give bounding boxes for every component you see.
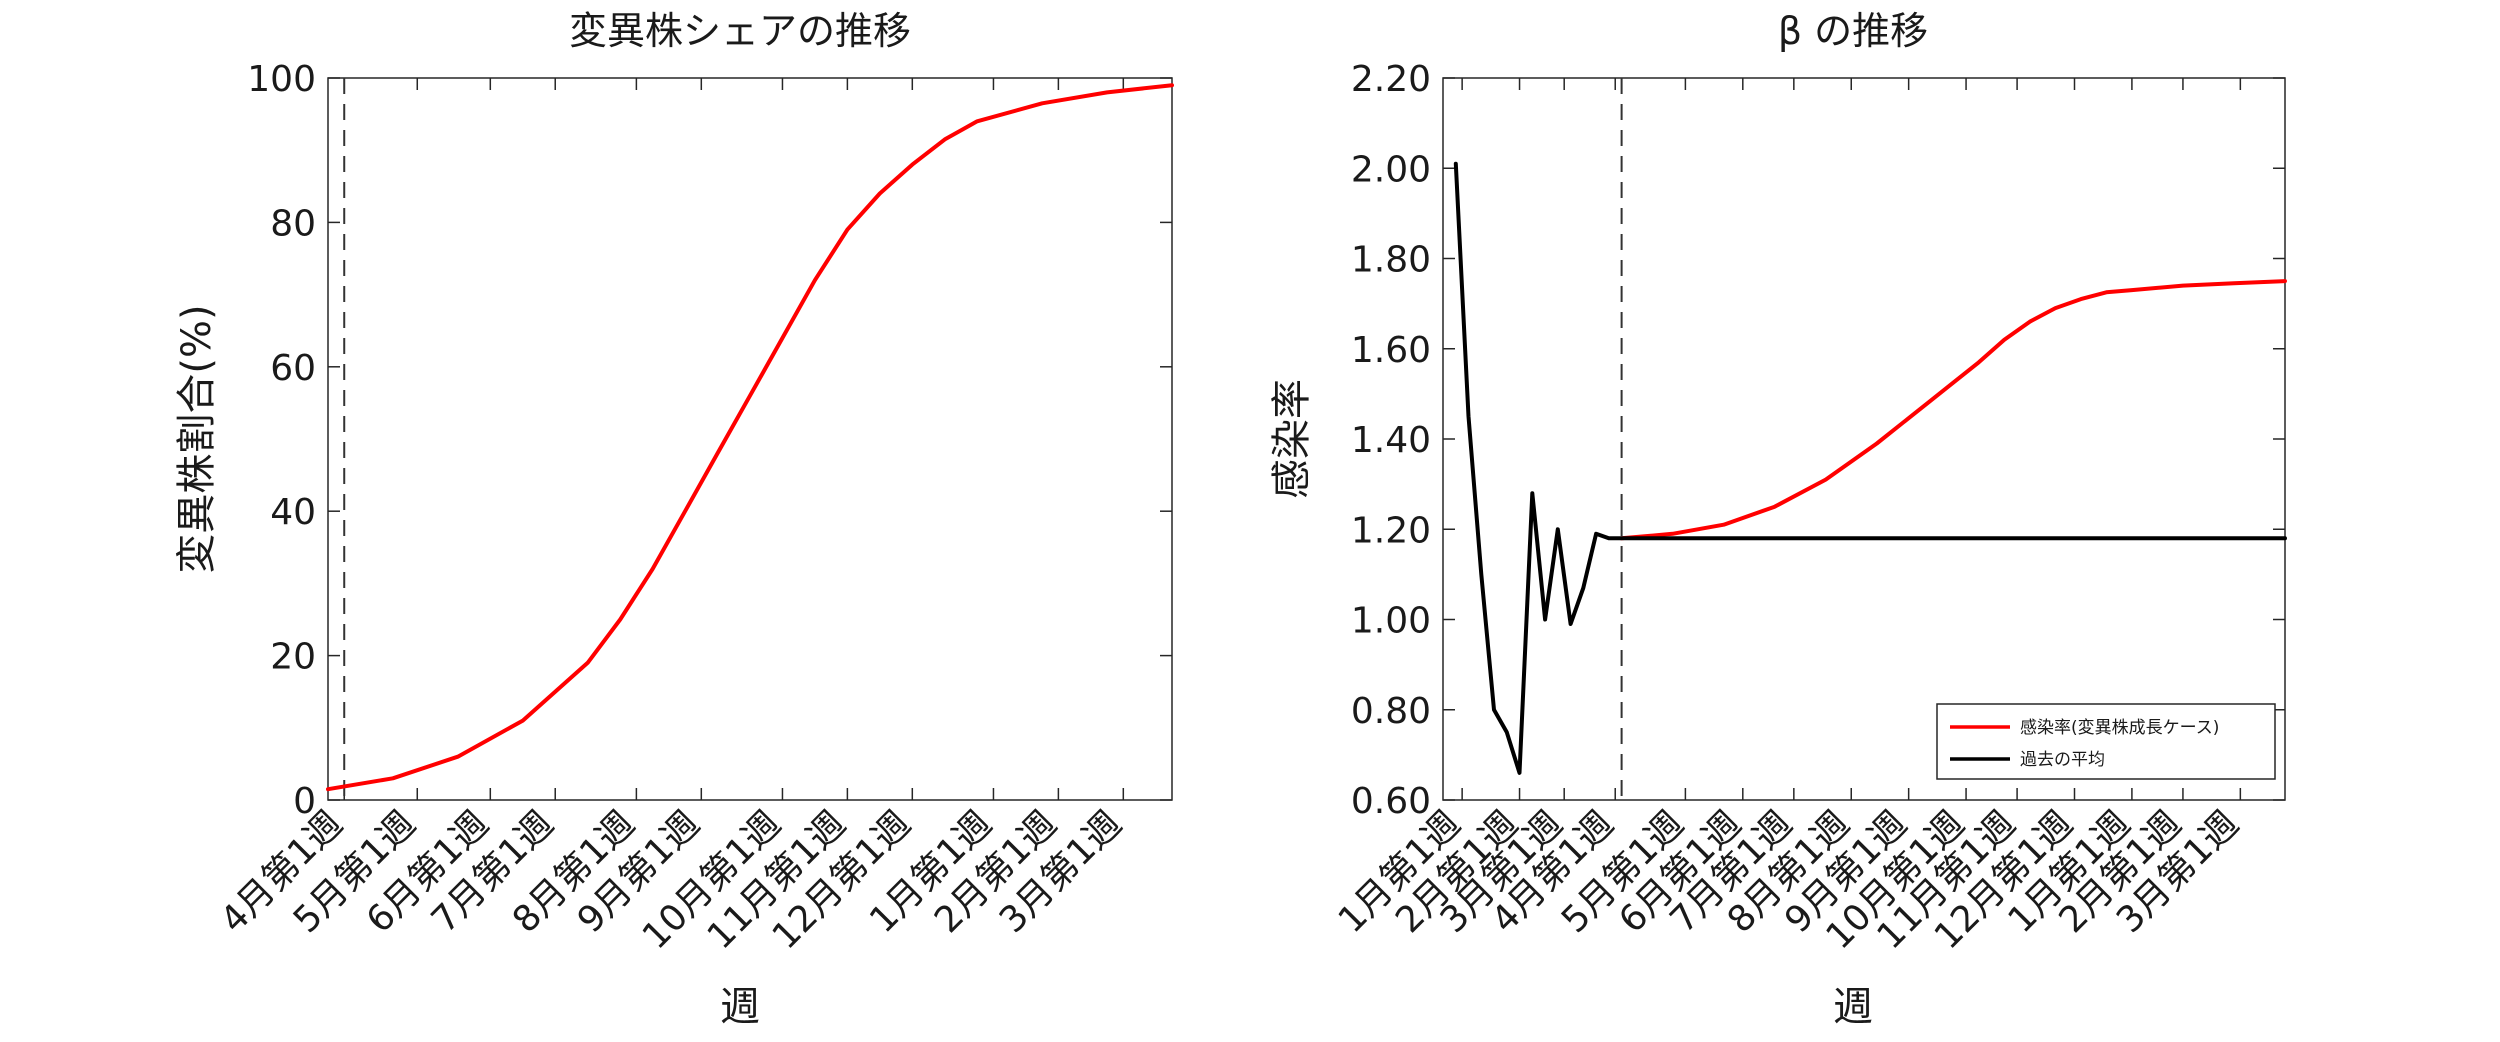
y-axis-label: 変異株割合(%) xyxy=(174,304,220,573)
axes-box xyxy=(327,77,1173,801)
y-tick-label: 1.40 xyxy=(1351,420,1431,461)
legend-label-1: 過去の平均 xyxy=(2020,750,2105,770)
y-tick-label: 1.80 xyxy=(1351,240,1431,281)
y-tick-label: 0.80 xyxy=(1351,691,1431,732)
x-tick-labels: 1月第1週2月第1週3月第1週4月第1週5月第1週6月第1週7月第1週8月第1週… xyxy=(1331,803,2247,957)
series-line-0 xyxy=(326,83,1174,792)
y-tick-label: 2.00 xyxy=(1351,149,1431,190)
x-tick-labels: 4月第1週5月第1週6月第1週7月第1週8月第1週9月第1週10月第1週11月第… xyxy=(213,803,1130,957)
y-tick-labels: 0 20 40 60 80 100 xyxy=(247,59,316,822)
y-axis-label: 感染率 xyxy=(1269,379,1315,499)
y-tick-label: 1.60 xyxy=(1351,330,1431,371)
y-tick-label: 1.00 xyxy=(1351,601,1431,642)
legend-label-0: 感染率(変異株成長ケース) xyxy=(2020,718,2219,738)
y-tick-label: 80 xyxy=(270,203,316,244)
x-axis-label: 週 xyxy=(1833,984,1873,1030)
plot-area xyxy=(1442,77,2287,801)
y-tick-label: 2.20 xyxy=(1351,59,1431,100)
plot-area xyxy=(326,77,1174,801)
y-tick-label: 100 xyxy=(247,59,316,100)
series-line-1 xyxy=(1453,161,2287,775)
chart-title: 変異株シェアの推移 xyxy=(569,9,911,53)
y-tick-label: 0.60 xyxy=(1351,781,1431,822)
chart-title: β の推移 xyxy=(1778,9,1928,53)
legend-box xyxy=(1936,703,2276,780)
beta-chart: β の推移 感染率 週 1月第1週2月第1週3月第1週4月第1週5月第1週6月第… xyxy=(1269,9,2287,1030)
y-tick-labels: 0.60 0.80 1.00 1.20 1.40 1.60 1.80 2.00 2.20 xyxy=(1351,59,1431,822)
legend: 感染率(変異株成長ケース) 過去の平均 xyxy=(1936,703,2276,780)
x-axis-label: 週 xyxy=(720,984,760,1030)
y-tick-label: 40 xyxy=(270,492,316,533)
y-tick-label: 0 xyxy=(293,781,316,822)
axes-box xyxy=(1442,77,2286,801)
y-tick-label: 20 xyxy=(270,637,316,678)
y-tick-label: 1.20 xyxy=(1351,510,1431,551)
share-chart: 変異株シェアの推移 変異株割合(%) 週 4月第1週5月第1週6月第1週7月第1… xyxy=(174,9,1174,1030)
series-line-0 xyxy=(1619,279,2287,541)
y-tick-label: 60 xyxy=(270,348,316,389)
